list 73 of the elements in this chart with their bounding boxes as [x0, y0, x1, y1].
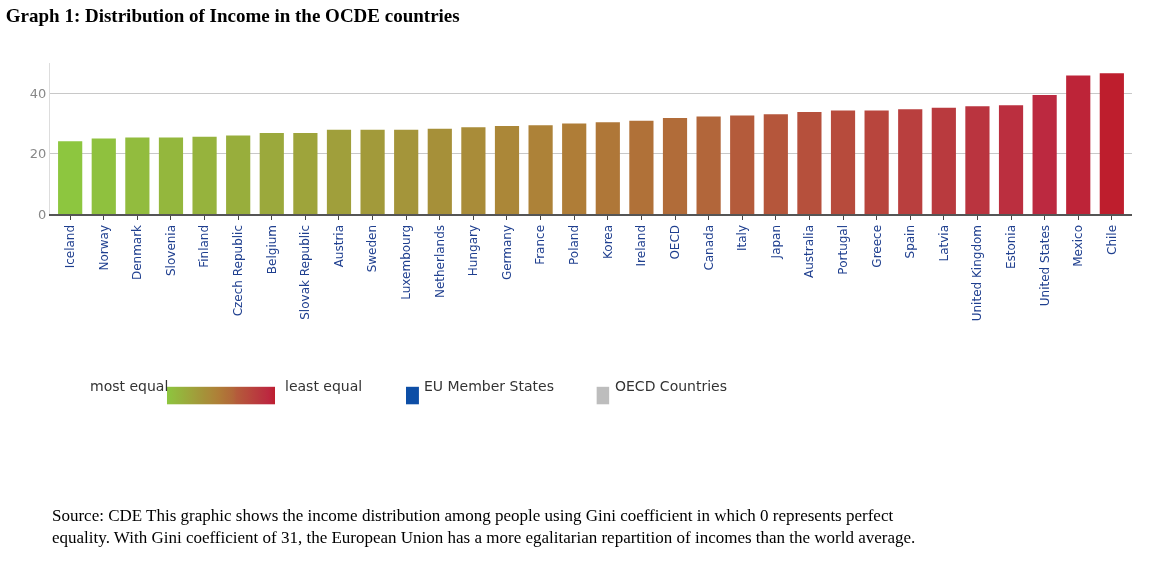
bar: [528, 125, 553, 215]
x-tick-label: Germany: [499, 224, 514, 281]
bar: [293, 133, 318, 215]
bar: [562, 123, 587, 215]
x-tick-label: Spain: [903, 224, 918, 259]
bar: [1099, 73, 1124, 215]
bar: [427, 128, 452, 215]
bar: [830, 110, 856, 215]
x-tick-label: Slovak Republic: [298, 224, 313, 320]
bar: [91, 138, 116, 215]
bar: [1066, 75, 1091, 215]
bar: [965, 106, 990, 215]
x-tick-label: Luxembourg: [399, 224, 414, 300]
x-tick-label: Mexico: [1071, 224, 1086, 267]
y-tick-label: 0: [38, 206, 47, 222]
x-tick-label: Ireland: [634, 224, 649, 267]
bar: [864, 110, 889, 215]
x-tick-label: Denmark: [130, 224, 145, 281]
x-tick-label: Latvia: [936, 224, 951, 262]
y-tick-label: 40: [29, 86, 47, 102]
x-tick-label: Czech Republic: [231, 224, 246, 317]
bar: [158, 137, 184, 215]
bar: [595, 122, 620, 215]
text: OECD Countries: [615, 378, 727, 394]
x-tick-label: Austria: [331, 224, 346, 268]
bar: [125, 137, 150, 215]
x-tick-label: Estonia: [1003, 224, 1018, 270]
bar: [730, 115, 755, 215]
bar: [629, 120, 654, 215]
bar: [394, 129, 419, 215]
source-note: Source: CDE This graphic shows the income distribution among people using Gini coefficient in which 0 represents perfect equality. With Gini coefficient of 31, the European Union has a more egalitarian repartition of incomes than the world average.: [52, 506, 916, 548]
bar: [1032, 95, 1057, 215]
x-tick-label: Hungary: [466, 224, 481, 277]
y-tick-label: 20: [29, 146, 47, 162]
x-tick-label: Italy: [735, 224, 750, 251]
x-tick-label: Sweden: [365, 224, 380, 273]
bar: [763, 114, 788, 215]
x-tick-label: Belgium: [264, 224, 279, 275]
x-tick-label: Iceland: [63, 224, 78, 269]
x-tick-label: United Kingdom: [970, 224, 985, 322]
bar: [898, 109, 923, 215]
x-tick-label: Japan: [768, 224, 783, 260]
bar: [226, 135, 251, 215]
bar: [461, 127, 486, 215]
text: EU Member States: [424, 378, 554, 394]
x-tick-label: United States: [1037, 224, 1052, 307]
x-tick-label: OECD: [667, 224, 682, 260]
text: least equal: [285, 378, 363, 394]
x-tick-label: Portugal: [835, 224, 850, 275]
x-tick-label: Canada: [701, 224, 716, 271]
text: most equal: [90, 378, 169, 394]
bar: [259, 133, 284, 215]
x-tick-label: Poland: [567, 224, 582, 266]
bar: [192, 136, 217, 215]
bar: [797, 111, 822, 215]
x-tick-label: Finland: [197, 224, 212, 268]
bar: [662, 117, 688, 215]
bar: [931, 107, 956, 215]
bar: [326, 129, 352, 215]
bar: [360, 129, 385, 215]
chart-title: Graph 1: Distribution of Income in the OCDE countries: [5, 4, 460, 26]
x-tick-label: Slovenia: [163, 224, 178, 277]
x-tick-label: Norway: [96, 224, 111, 271]
x-tick-label: Greece: [869, 224, 884, 268]
x-tick-label: Korea: [600, 224, 615, 259]
x-tick-label: Chile: [1104, 224, 1119, 255]
bar: [998, 105, 1024, 215]
bar: [494, 126, 520, 215]
bar: [58, 141, 83, 215]
x-tick-label: France: [533, 224, 548, 265]
bar: [696, 116, 721, 215]
x-tick-label: Netherlands: [432, 224, 447, 299]
x-tick-label: Australia: [802, 224, 817, 279]
